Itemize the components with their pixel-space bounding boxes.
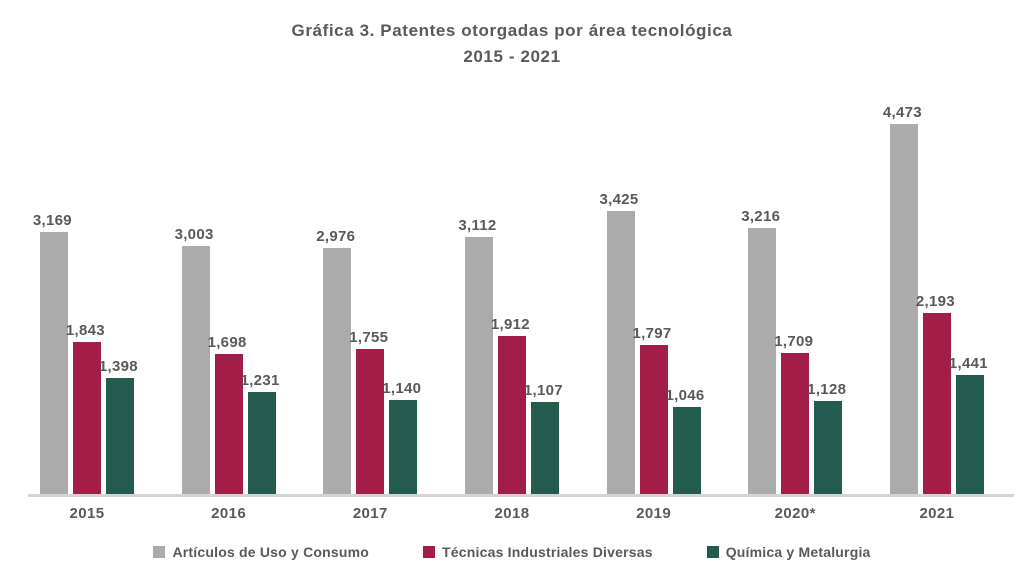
bar-wrap: 2,976 <box>316 228 355 494</box>
value-label: 1,128 <box>807 381 847 398</box>
bar-group-2017: 2,976 1,755 1,140 <box>316 228 421 494</box>
x-axis-label: 2019 <box>636 505 672 522</box>
bar-wrap: 1,107 <box>524 382 563 494</box>
legend-swatch <box>153 546 166 558</box>
bar-group-2021: 4,473 2,193 1,441 <box>883 104 988 494</box>
bar-wrap: 1,912 <box>491 316 530 494</box>
bar-wrap: 1,441 <box>949 355 988 494</box>
legend-item: Química y Metalurgia <box>706 544 871 560</box>
x-axis-label: 2015 <box>69 505 105 522</box>
bar-wrap: 1,046 <box>666 387 704 494</box>
bar-wrap: 3,216 <box>741 208 780 494</box>
bar <box>606 211 635 494</box>
value-label: 1,709 <box>774 333 814 350</box>
value-label: 3,112 <box>458 217 497 234</box>
value-label: 1,231 <box>240 372 280 389</box>
legend-item: Artículos de Uso y Consumo <box>153 544 369 560</box>
bar <box>639 345 668 494</box>
legend: Artículos de Uso y Consumo Técnicas Indus… <box>0 544 1024 560</box>
bar-wrap: 4,473 <box>883 104 922 494</box>
bar-wrap: 1,843 <box>66 322 105 494</box>
legend-label: Química y Metalurgia <box>725 544 871 560</box>
bar <box>40 232 68 494</box>
bar-wrap: 1,140 <box>382 380 421 494</box>
bar-wrap: 3,112 <box>458 217 496 494</box>
bar-group-2015: 3,169 1,843 1,398 <box>33 212 138 494</box>
bar-group-2019: 3,425 1,797 1,046 <box>600 191 704 494</box>
value-label: 3,003 <box>174 226 214 243</box>
bar <box>530 402 559 494</box>
value-label: 1,441 <box>948 355 988 372</box>
bar-wrap: 1,231 <box>241 372 279 494</box>
value-label: 1,755 <box>349 329 389 346</box>
value-label: 3,216 <box>741 208 781 225</box>
bar <box>247 392 276 494</box>
value-label: 3,169 <box>32 212 72 229</box>
value-label: 1,797 <box>632 325 672 342</box>
value-label: 1,398 <box>98 358 138 375</box>
value-label: 1,912 <box>490 316 530 333</box>
bar <box>955 375 984 494</box>
legend-swatch <box>423 546 436 558</box>
value-label: 1,140 <box>382 380 422 397</box>
value-label: 1,843 <box>65 322 105 339</box>
x-axis-label: 2017 <box>352 505 388 522</box>
value-label: 4,473 <box>882 104 922 121</box>
bar <box>464 237 493 494</box>
bar <box>389 400 418 494</box>
bar <box>922 313 951 494</box>
bar <box>889 124 918 494</box>
legend-label: Artículos de Uso y Consumo <box>172 544 370 560</box>
bar-group-2018: 3,112 1,912 1,107 <box>458 217 563 494</box>
value-label: 2,976 <box>316 228 356 245</box>
bar <box>781 353 810 494</box>
bar-wrap: 1,398 <box>99 358 138 494</box>
chart-title-line1: Gráfica 3. Patentes otorgadas por área t… <box>291 21 733 40</box>
legend-swatch <box>706 546 719 558</box>
bar <box>214 354 243 494</box>
bar-wrap: 3,169 <box>33 212 72 494</box>
bar-group-2020: 3,216 1,709 1,128 <box>741 208 846 494</box>
x-axis-label: 2020* <box>774 505 816 522</box>
bar <box>181 246 210 494</box>
value-label: 2,193 <box>915 293 955 310</box>
bar <box>356 349 385 494</box>
bar <box>748 228 777 494</box>
bar <box>323 248 352 494</box>
bar <box>497 336 526 494</box>
legend-label: Técnicas Industriales Diversas <box>442 544 653 560</box>
chart-title-line2: 2015 - 2021 <box>463 46 561 66</box>
x-axis-label: 2016 <box>211 505 247 522</box>
chart-title: Gráfica 3. Patentes otorgadas por área t… <box>0 18 1024 69</box>
bar-wrap: 3,003 <box>175 226 213 494</box>
legend-item: Técnicas Industriales Diversas <box>423 544 653 560</box>
bar-wrap: 1,797 <box>633 325 671 494</box>
x-axis-line <box>28 494 1014 497</box>
value-label: 1,107 <box>523 382 563 399</box>
bar-wrap: 1,709 <box>774 333 813 494</box>
value-label: 3,425 <box>599 191 639 208</box>
bar-wrap: 3,425 <box>600 191 638 494</box>
plot-area: 3,169 1,843 1,398 3,003 1,698 1,231 2,976 1,755… <box>33 104 988 494</box>
bar <box>73 342 101 494</box>
value-label: 1,698 <box>207 334 247 351</box>
bar <box>672 407 701 494</box>
bar-wrap: 1,755 <box>349 329 388 494</box>
x-axis-label: 2021 <box>919 505 955 522</box>
bar-group-2016: 3,003 1,698 1,231 <box>175 226 279 494</box>
x-axis-labels: 2015 2016 2017 2018 2019 2020* 2021 <box>40 505 984 522</box>
value-label: 1,046 <box>665 387 705 404</box>
x-axis-label: 2018 <box>494 505 530 522</box>
bar-wrap: 1,698 <box>208 334 246 494</box>
bar-wrap: 1,128 <box>807 381 846 494</box>
bar-wrap: 2,193 <box>916 293 955 494</box>
bar <box>106 378 134 494</box>
bar <box>814 401 843 494</box>
